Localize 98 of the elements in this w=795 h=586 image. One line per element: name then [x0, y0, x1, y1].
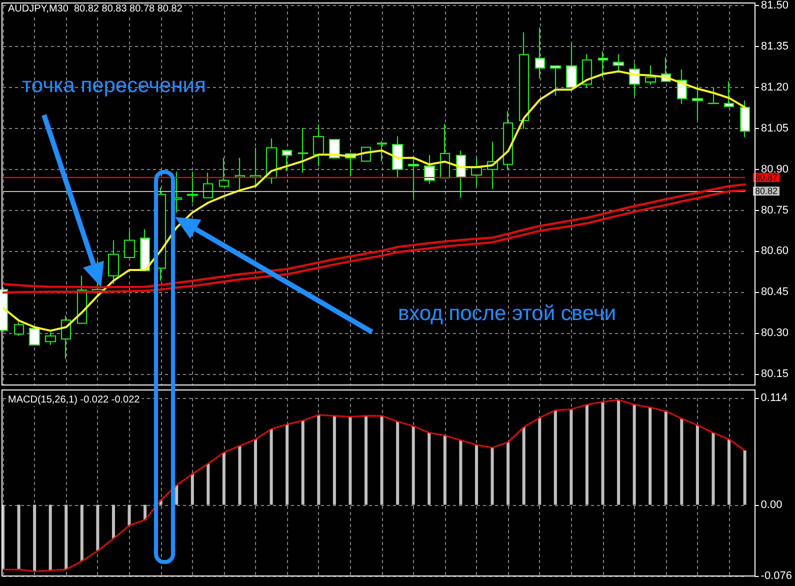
bar: [617, 400, 620, 505]
candlestick: [392, 136, 403, 178]
y-tick-label: 81.05: [761, 122, 789, 134]
bar: [80, 504, 84, 562]
bar: [443, 435, 446, 505]
bar: [680, 418, 684, 505]
bar: [33, 504, 36, 572]
bar: [474, 444, 478, 505]
bar: [459, 440, 462, 505]
candlestick: [219, 157, 229, 187]
bar: [270, 428, 273, 505]
candlestick: [456, 150, 466, 198]
candlestick: [408, 157, 419, 198]
chart-title: MACD(15,26,1) -0.022 -0.022: [8, 394, 140, 406]
bar: [696, 425, 699, 505]
bar: [601, 402, 604, 505]
bar: [112, 504, 115, 539]
bar: [175, 485, 178, 505]
candlestick: [187, 171, 198, 204]
ref-line-label: 80.87: [755, 172, 778, 183]
candlestick: [519, 32, 529, 130]
candlestick: [29, 328, 40, 346]
candlestick: [613, 54, 624, 74]
bar: [396, 421, 400, 505]
bar: [190, 474, 194, 505]
bar: [712, 432, 715, 505]
bar: [664, 411, 668, 505]
candlestick: [108, 240, 119, 284]
bar: [428, 432, 431, 505]
annotation: точка пересечения: [22, 74, 206, 97]
y-tick-label: 80.60: [761, 245, 789, 258]
candlestick: [313, 124, 324, 167]
candlestick: [566, 42, 577, 88]
bar: [632, 404, 636, 505]
line-series: [2, 70, 746, 332]
bar: [222, 452, 226, 505]
candlestick: [282, 150, 292, 172]
bar: [238, 446, 242, 505]
bar: [348, 416, 352, 505]
y-tick-label: 0.114: [760, 392, 788, 404]
y-tick-label: 80.15: [761, 368, 789, 380]
y-tick-label: 81.50: [761, 0, 789, 12]
y-tick-label: 81.20: [761, 81, 789, 94]
y-tick-label: 0.00: [760, 498, 782, 511]
bar: [380, 416, 384, 505]
bar: [332, 416, 336, 505]
bar: [506, 442, 510, 505]
candlestick: [377, 140, 387, 162]
candlestick: [692, 84, 703, 120]
bar: [554, 410, 557, 505]
y-tick-label: 80.90: [761, 163, 789, 176]
bar: [128, 504, 131, 526]
bar: [743, 450, 746, 505]
candlestick: [535, 27, 545, 79]
bar: [17, 504, 20, 570]
candlestick: [250, 147, 261, 186]
bar: [412, 426, 415, 505]
bar: [522, 427, 526, 505]
y-tick-label: 80.45: [761, 286, 789, 298]
candlestick: [424, 154, 435, 184]
candlestick: [724, 80, 734, 108]
candlestick: [582, 54, 592, 88]
bar: [728, 439, 731, 505]
bar: [206, 464, 210, 505]
bar: [144, 504, 147, 520]
candlestick: [45, 332, 56, 346]
ref-line-label: 80.82: [755, 186, 778, 196]
candlestick: [298, 127, 308, 174]
y-tick-label: -0.076: [760, 570, 792, 582]
chart-title: AUDJPY,M30 80.82 80.83 80.78 80.82: [8, 4, 183, 14]
bar: [48, 504, 52, 570]
candlestick: [503, 110, 513, 170]
candlestick: [124, 230, 135, 258]
candlestick: [598, 50, 608, 78]
bar: [570, 409, 573, 505]
y-tick-label: 81.35: [761, 40, 789, 52]
bar: [254, 439, 258, 505]
candlestick: [14, 322, 24, 336]
bar: [64, 504, 68, 570]
bar: [286, 424, 289, 505]
candlestick: [471, 157, 482, 186]
candlestick: [235, 157, 245, 190]
candlestick: [203, 172, 213, 198]
candlestick: [140, 228, 150, 272]
bar: [301, 420, 304, 505]
bar: [364, 416, 368, 505]
bar: [96, 504, 100, 551]
bar: [585, 404, 588, 505]
y-tick-label: 80.75: [761, 204, 789, 216]
candlestick: [550, 65, 561, 96]
bar: [490, 448, 494, 505]
candlestick: [740, 100, 750, 138]
bar: [538, 418, 542, 505]
annotation: вход после этой свечи: [398, 302, 616, 325]
bar: [648, 407, 652, 505]
bar: [317, 414, 320, 505]
y-tick-label: 80.30: [761, 327, 789, 340]
candlestick: [645, 64, 656, 86]
